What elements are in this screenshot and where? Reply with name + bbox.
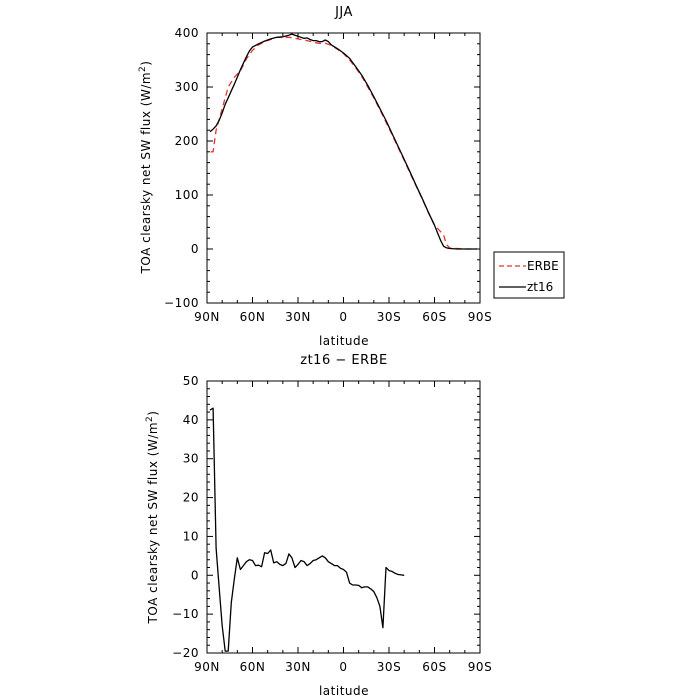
top-x-tick-label: 90S (468, 310, 492, 324)
top-x-tick-label: 30N (285, 310, 311, 324)
bottom-y-tick-label: 20 (183, 491, 199, 505)
bottom-x-tick-label: 90N (194, 660, 220, 674)
bottom-x-tick-label: 30N (285, 660, 311, 674)
top-y-tick-label: 100 (175, 188, 199, 202)
bottom-y-tick-label: 40 (183, 413, 199, 427)
top-y-tick-label: 300 (175, 80, 199, 94)
bottom-x-axis-label: latitude (319, 684, 369, 698)
bottom-y-tick-label: 0 (191, 568, 199, 582)
bottom-x-tick-label: 90S (468, 660, 492, 674)
bottom-y-tick-label: −20 (172, 646, 199, 660)
legend-label-erbe: ERBE (527, 259, 559, 273)
bottom-y-tick-label: 10 (183, 529, 199, 543)
bottom-x-tick-label: 60S (422, 660, 446, 674)
bottom-plot-frame (206, 380, 481, 654)
bottom-y-tick-label: −10 (172, 607, 199, 621)
top-y-tick-label: 400 (175, 26, 199, 40)
bottom-chart-title: zt16 − ERBE (300, 353, 388, 368)
top-plot-frame (206, 32, 481, 304)
bottom-x-tick-label: 60N (240, 660, 266, 674)
top-y-tick-label: 0 (191, 242, 199, 256)
top-x-tick-label: 0 (339, 310, 347, 324)
top-x-tick-label: 90N (194, 310, 220, 324)
bottom-series-line-difference (209, 407, 405, 652)
top-x-tick-label: 30S (377, 310, 401, 324)
bottom-x-tick-label: 30S (377, 660, 401, 674)
bottom-x-tick-label: 0 (339, 660, 347, 674)
bottom-y-tick-label: 50 (183, 374, 199, 388)
top-x-tick-label: 60S (422, 310, 446, 324)
bottom-panel: zt16 − ERBE TOA clearsky net SW flux (W/… (145, 353, 492, 698)
bottom-y-axis-label: TOA clearsky net SW flux (W/m2) (145, 411, 160, 625)
top-series-line-zt16 (209, 33, 477, 250)
top-x-tick-label: 60N (240, 310, 266, 324)
top-y-tick-label: −100 (164, 296, 199, 310)
top-x-axis-label: latitude (319, 334, 369, 348)
top-y-tick-label: 200 (175, 134, 199, 148)
legend-label-zt16: zt16 (527, 280, 553, 294)
top-panel: JJA TOA clearsky net SW flux (W/m2) lati… (138, 5, 565, 348)
legend: ERBE zt16 (493, 251, 565, 299)
legend-box (493, 251, 565, 299)
top-y-axis-label: TOA clearsky net SW flux (W/m2) (138, 61, 153, 275)
top-series-line-erbe (210, 36, 477, 250)
top-chart-title: JJA (334, 5, 353, 20)
bottom-y-tick-label: 30 (183, 452, 199, 466)
